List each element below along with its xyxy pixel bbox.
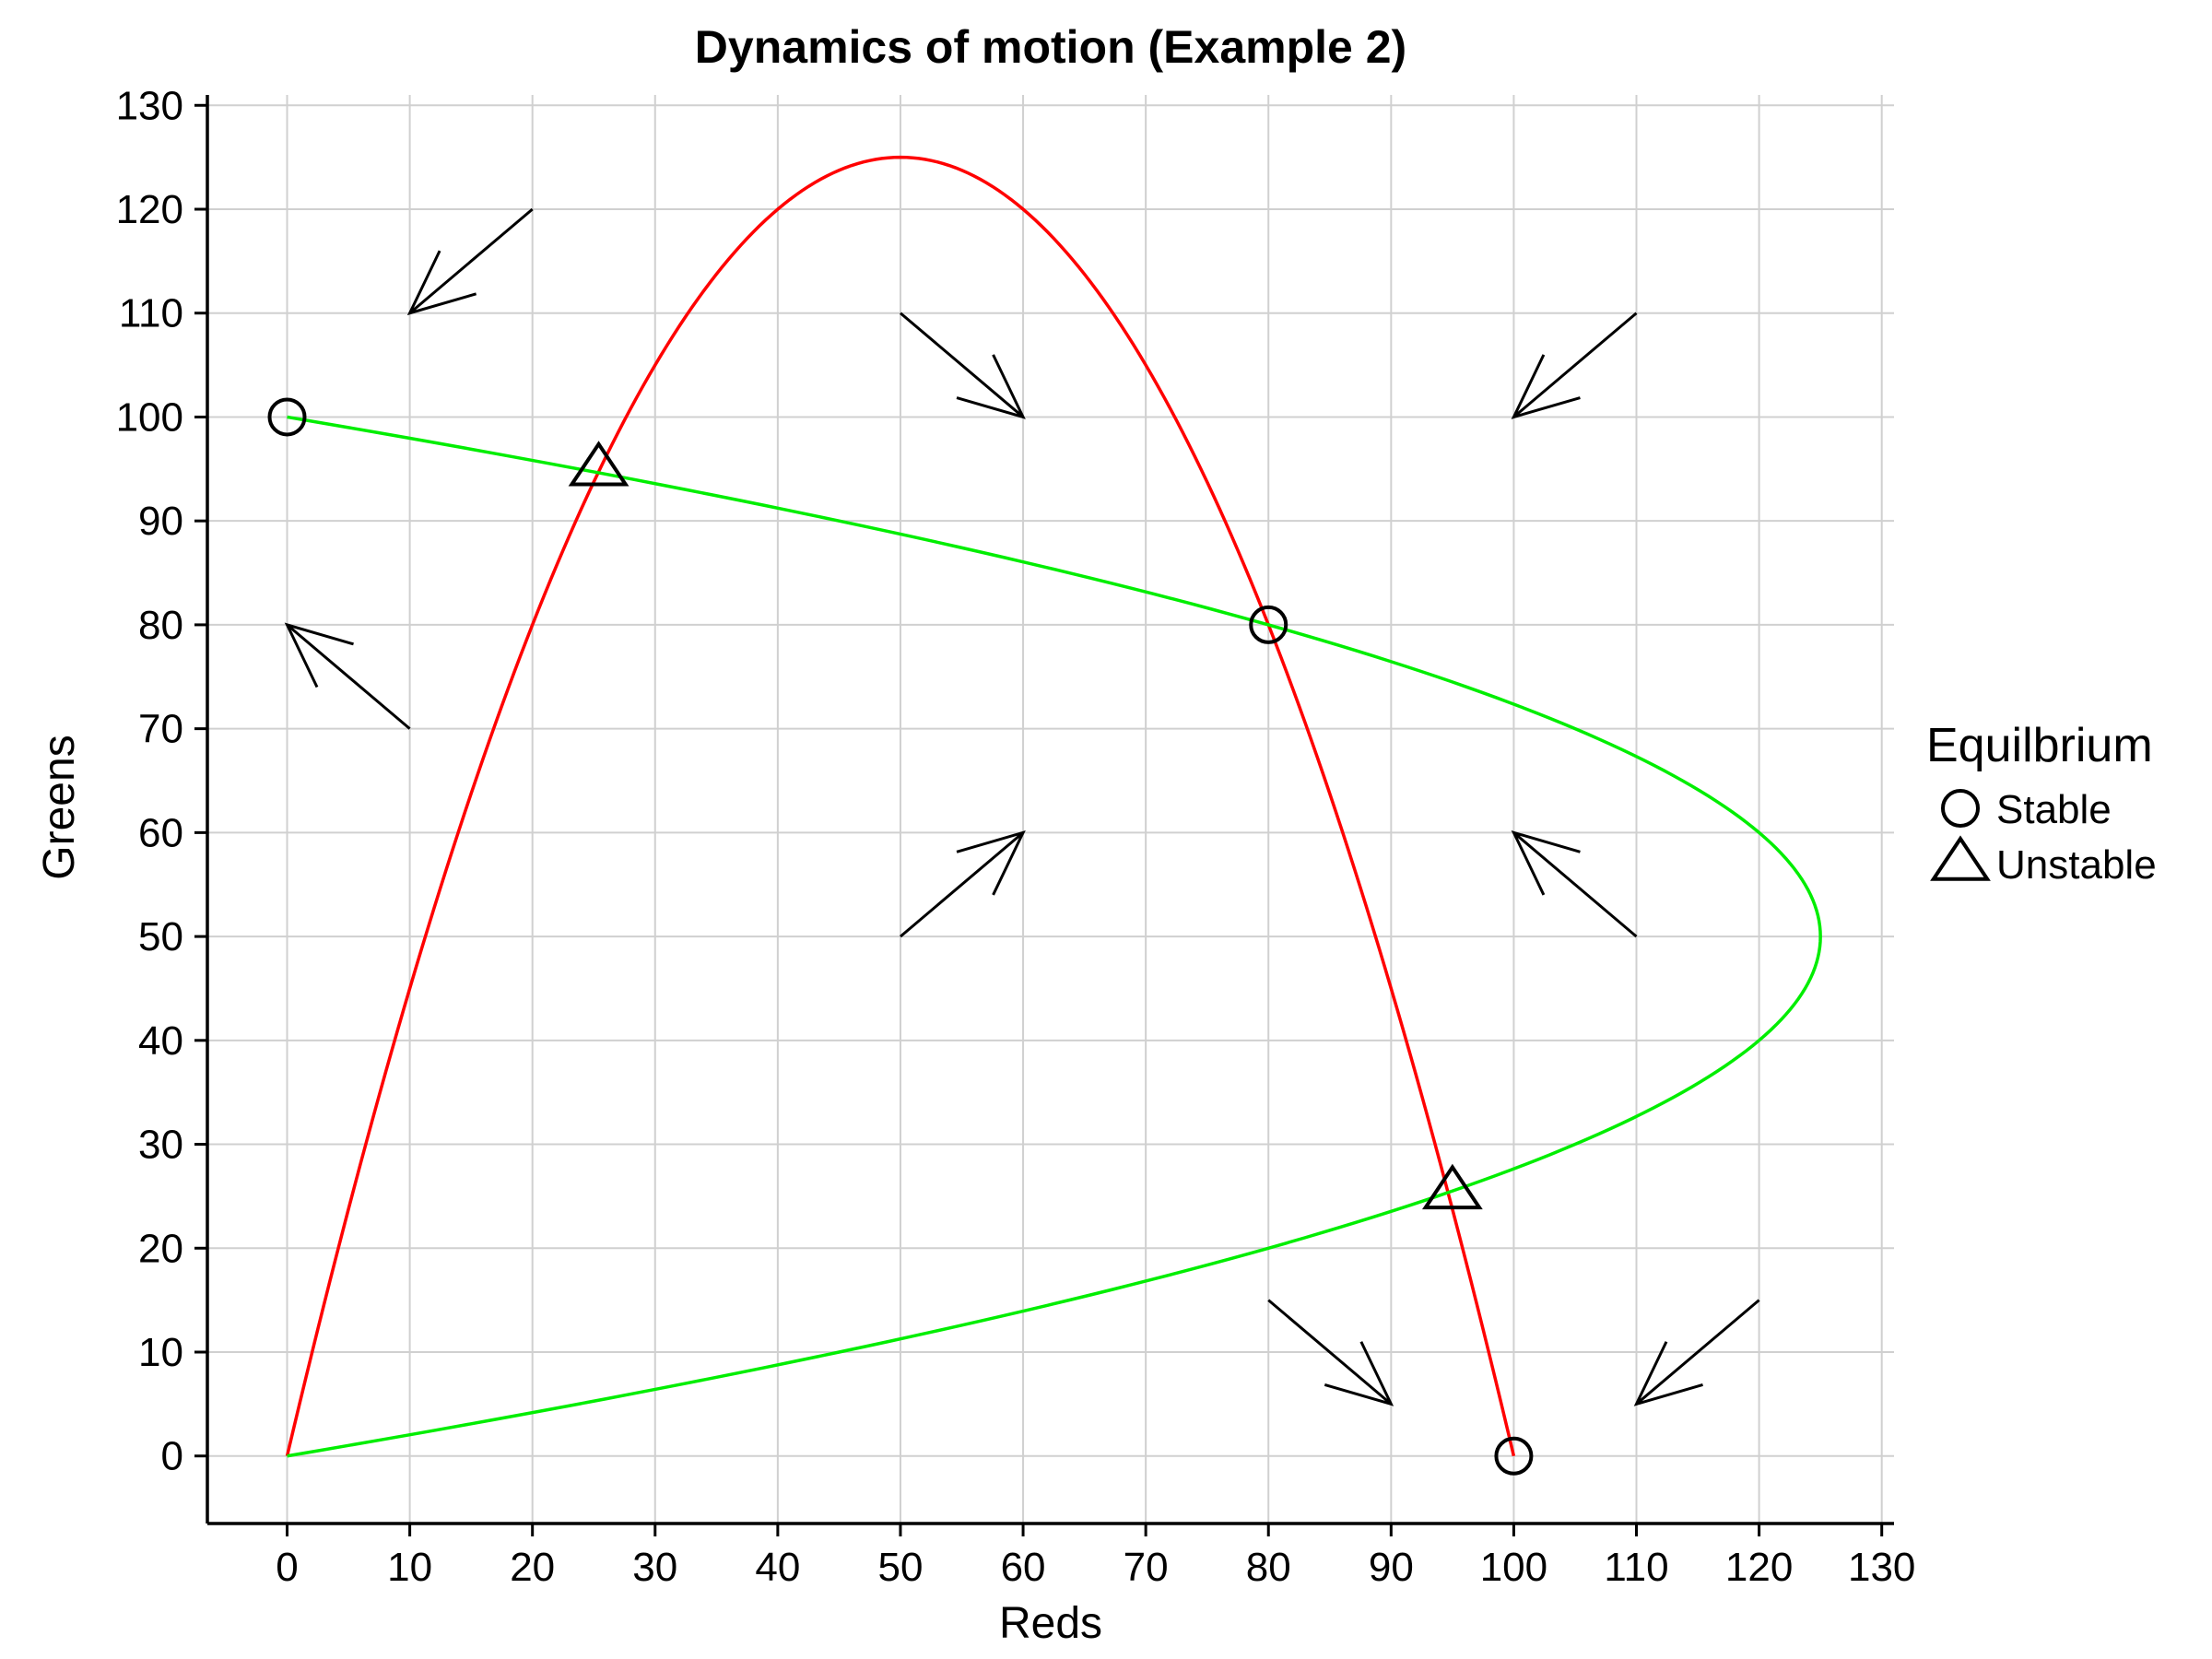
series-lines bbox=[285, 155, 1822, 1458]
y-tick-label: 80 bbox=[138, 603, 183, 648]
y-tick-label: 0 bbox=[161, 1434, 183, 1479]
legend: Equilbrium Stable Unstable bbox=[1926, 719, 2157, 888]
x-tick-label: 80 bbox=[1246, 1545, 1291, 1590]
series-line-2 bbox=[287, 415, 1822, 1458]
y-tick-label: 70 bbox=[138, 707, 183, 752]
legend-label: Stable bbox=[1996, 787, 2112, 832]
x-tick-label: 50 bbox=[877, 1545, 923, 1590]
legend-title: Equilbrium bbox=[1926, 719, 2153, 772]
stable-equilibrium-marker bbox=[1249, 605, 1288, 644]
x-tick-label: 60 bbox=[1001, 1545, 1046, 1590]
direction-arrows bbox=[284, 207, 1760, 1406]
y-tick-label: 10 bbox=[138, 1330, 183, 1375]
x-tick-label: 20 bbox=[510, 1545, 555, 1590]
x-tick-label: 0 bbox=[276, 1545, 298, 1590]
y-tick-label: 40 bbox=[138, 1018, 183, 1064]
y-tick-label: 30 bbox=[138, 1123, 183, 1168]
x-tick-label: 100 bbox=[1480, 1545, 1547, 1590]
direction-arrow bbox=[899, 312, 1026, 419]
x-tick-label: 120 bbox=[1725, 1545, 1793, 1590]
x-tick-label: 10 bbox=[387, 1545, 432, 1590]
stable-equilibrium-marker bbox=[267, 397, 307, 437]
x-tick-label: 130 bbox=[1848, 1545, 1915, 1590]
y-axis-label: Greens bbox=[35, 735, 84, 879]
x-tick-label: 40 bbox=[755, 1545, 800, 1590]
equilibrium-markers bbox=[267, 397, 1534, 1476]
y-tick-label: 110 bbox=[119, 291, 183, 336]
y-tick-label: 120 bbox=[116, 187, 183, 232]
y-tick-label: 130 bbox=[116, 83, 183, 128]
unstable-equilibrium-marker bbox=[568, 441, 629, 487]
chart-title: Dynamics of motion (Example 2) bbox=[695, 21, 1406, 73]
x-tick-label: 90 bbox=[1369, 1545, 1414, 1590]
y-tick-label: 20 bbox=[138, 1226, 183, 1271]
legend-triangle-icon bbox=[1930, 835, 1991, 881]
grid bbox=[207, 95, 1894, 1524]
x-axis-label: Reds bbox=[999, 1599, 1102, 1648]
x-tick-label: 110 bbox=[1604, 1545, 1668, 1590]
stable-equilibrium-marker bbox=[1494, 1436, 1534, 1476]
x-tick-label: 70 bbox=[1124, 1545, 1169, 1590]
direction-arrow bbox=[284, 622, 411, 730]
x-tick-label: 30 bbox=[632, 1545, 677, 1590]
y-tick-label: 90 bbox=[138, 499, 183, 544]
legend-label: Unstable bbox=[1996, 842, 2157, 888]
series-line-1 bbox=[285, 155, 1516, 1457]
legend-circle-icon bbox=[1941, 789, 1980, 828]
unstable-equilibrium-marker bbox=[1421, 1163, 1483, 1210]
direction-arrow bbox=[1511, 830, 1638, 938]
y-tick-label: 100 bbox=[116, 394, 183, 440]
direction-arrow bbox=[899, 830, 1026, 938]
y-tick-label: 60 bbox=[138, 810, 183, 855]
y-tick-label: 50 bbox=[138, 914, 183, 959]
legend-items: Stable Unstable bbox=[1930, 787, 2157, 888]
direction-arrow bbox=[1267, 1299, 1394, 1406]
direction-arrow bbox=[1633, 1299, 1760, 1406]
axes: 0 10 20 30 40 50 60 70 80 90 100 110 120 130 0 10 20 30 40… bbox=[116, 83, 1916, 1590]
direction-arrow bbox=[1511, 312, 1638, 419]
direction-arrow bbox=[406, 207, 534, 316]
